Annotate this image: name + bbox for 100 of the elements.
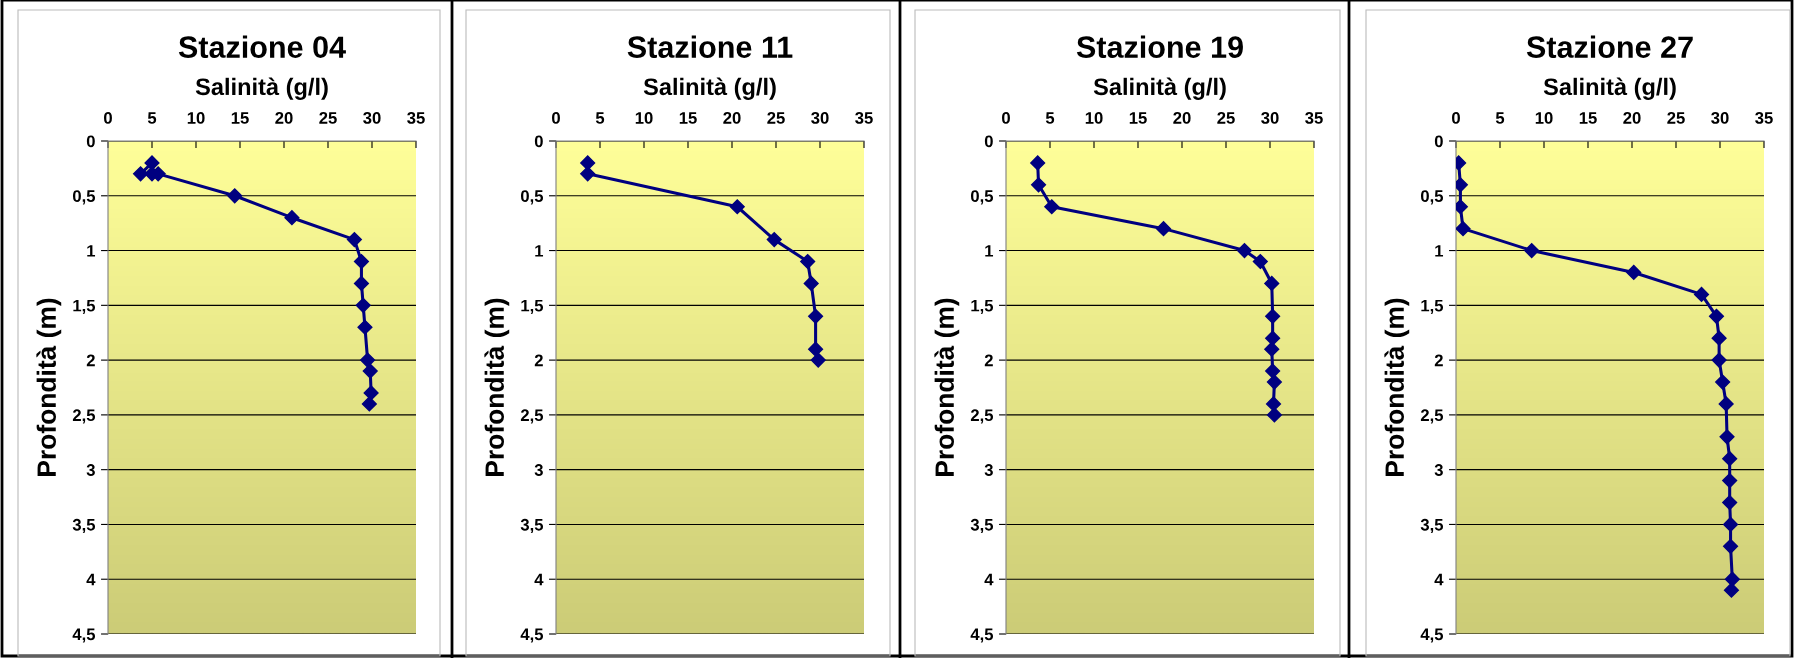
y-tick-label: 2,5 (970, 409, 994, 424)
point (353, 275, 370, 291)
y-tick-label: 3 (1434, 464, 1443, 476)
y-tick-label: 4,5 (520, 628, 544, 643)
point (1708, 308, 1725, 324)
y-tick-label: 4,5 (1420, 628, 1444, 643)
point (1719, 429, 1735, 445)
y-tick-label: 0 (984, 135, 993, 148)
point (1718, 396, 1734, 412)
point (580, 166, 596, 182)
point (1722, 473, 1738, 489)
x-axis-title: Salinità (g/l) (1543, 77, 1676, 100)
point (1155, 221, 1172, 237)
point (1711, 352, 1727, 368)
y-tick-label: 2 (1434, 354, 1443, 367)
point (1722, 494, 1738, 511)
chart-title: Stazione 19 (1076, 35, 1243, 58)
x-tick-label: 15 (679, 112, 697, 124)
x-axis-title: Salinità (g/l) (1093, 77, 1226, 100)
point (1252, 253, 1268, 270)
x-tick-label: 0 (1452, 112, 1460, 124)
point (810, 352, 826, 368)
x-tick-label: 10 (187, 112, 205, 124)
x-tick-label: 5 (147, 112, 157, 124)
point (363, 385, 379, 401)
x-tick-label: 20 (275, 112, 293, 124)
point (1456, 221, 1471, 237)
point (1030, 177, 1047, 193)
y-tick-label: 1,5 (971, 299, 994, 314)
y-tick-label: 1 (535, 245, 544, 257)
x-axis-title: Salinità (g/l) (643, 77, 776, 100)
point (1265, 308, 1281, 324)
point (729, 199, 745, 215)
y-tick-label: 0,5 (520, 190, 544, 205)
point (132, 166, 149, 182)
y-tick-label: 2 (534, 354, 543, 367)
point (1264, 275, 1280, 291)
y-tick-label: 1,5 (73, 299, 96, 314)
x-tick-label: 35 (1305, 112, 1323, 124)
y-tick-label: 0,5 (72, 190, 96, 205)
point (1044, 199, 1060, 215)
point (1236, 242, 1253, 259)
y-tick-label: 4 (984, 573, 994, 586)
y-tick-label: 3 (534, 464, 543, 476)
x-tick-label: 20 (723, 112, 741, 124)
x-tick-label: 15 (1579, 112, 1597, 124)
point (346, 232, 362, 248)
x-tick-label: 30 (1261, 112, 1279, 124)
x-tick-label: 5 (1045, 112, 1055, 124)
point (1693, 286, 1710, 302)
y-tick-label: 2,5 (72, 409, 96, 424)
point (808, 341, 824, 357)
y-tick-label: 1 (1435, 245, 1444, 257)
point (800, 253, 816, 270)
point (1266, 374, 1282, 390)
x-tick-label: 10 (1535, 112, 1553, 124)
y-tick-label: 4 (1434, 573, 1444, 586)
point (1715, 374, 1731, 390)
point (766, 232, 782, 248)
y-tick-label: 2 (984, 354, 993, 367)
y-tick-label: 0,5 (1420, 190, 1444, 205)
point (580, 155, 596, 171)
x-tick-label: 20 (1623, 112, 1641, 124)
y-tick-label: 1 (985, 245, 994, 257)
y-tick-label: 1,5 (1421, 299, 1444, 314)
point (357, 319, 373, 335)
x-tick-label: 25 (319, 112, 337, 124)
y-tick-label: 0,5 (970, 190, 994, 205)
point (1723, 582, 1740, 598)
y-tick-label: 4 (86, 573, 96, 586)
chart-title: Stazione 27 (1526, 35, 1693, 58)
x-axis-title: Salinità (g/l) (195, 77, 328, 100)
y-tick-label: 4 (534, 573, 544, 586)
x-tick-label: 10 (1085, 112, 1103, 124)
point (284, 210, 300, 226)
x-tick-label: 30 (811, 112, 829, 124)
x-tick-label: 15 (1129, 112, 1147, 124)
y-tick-label: 3,5 (520, 518, 544, 534)
x-tick-label: 0 (552, 112, 560, 124)
point (1264, 341, 1280, 357)
point (1711, 330, 1727, 346)
y-axis-title: Profondità (m) (484, 298, 510, 476)
y-tick-label: 1,5 (521, 299, 544, 314)
x-tick-label: 15 (231, 112, 249, 124)
point (360, 352, 376, 368)
x-tick-label: 35 (407, 112, 425, 124)
y-tick-label: 4,5 (72, 628, 96, 643)
x-tick-label: 5 (595, 112, 605, 124)
chart-title: Stazione 11 (627, 35, 793, 58)
point (808, 308, 824, 324)
x-tick-label: 20 (1173, 112, 1191, 124)
y-tick-label: 2 (86, 354, 95, 367)
point (1265, 363, 1281, 379)
x-tick-label: 25 (1217, 112, 1235, 124)
point (803, 275, 819, 291)
y-tick-label: 1 (87, 245, 96, 257)
point (1030, 155, 1046, 171)
point (1722, 451, 1738, 467)
y-tick-label: 0 (1434, 135, 1443, 148)
y-axis-title: Profondità (m) (1384, 298, 1410, 476)
